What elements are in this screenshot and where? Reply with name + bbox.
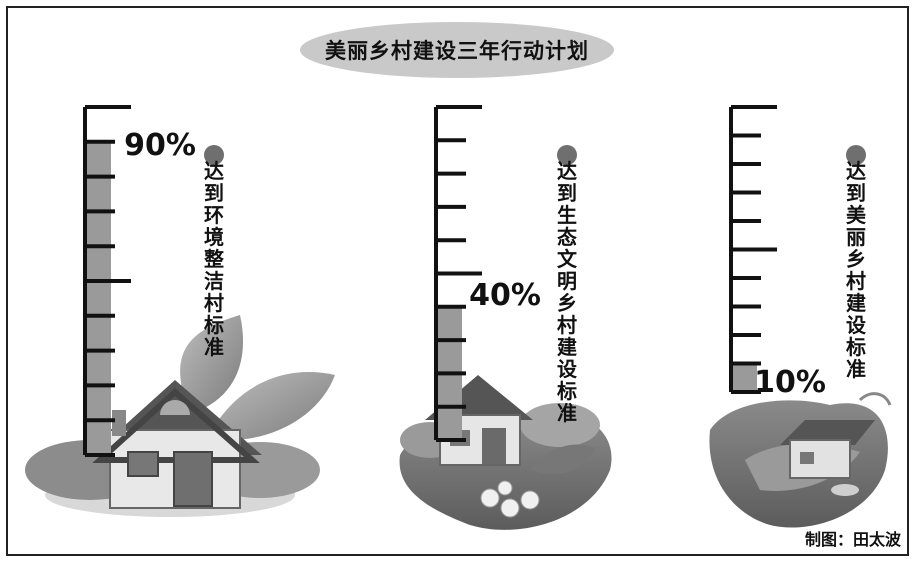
category-label-3: 达到美丽乡村建设标准 — [846, 159, 867, 381]
title-banner: 美丽乡村建设三年行动计划 — [300, 22, 614, 78]
scene-3-illustration — [709, 392, 892, 528]
legend-dot-1 — [204, 145, 224, 165]
value-label-1: 90% — [124, 128, 196, 163]
gauge-fill-1 — [85, 141, 111, 456]
category-label-2: 达到生态文明乡村建设标准 — [557, 159, 578, 425]
scene-1-illustration — [25, 315, 335, 517]
category-label-1: 达到环境整洁村标准 — [203, 159, 224, 359]
gauge-fill-3 — [731, 363, 757, 392]
chart-title: 美丽乡村建设三年行动计划 — [325, 39, 589, 63]
gauge-1: 90% 达到环境整洁村标准 — [83, 105, 224, 457]
legend-dot-3 — [846, 145, 866, 165]
value-label-2: 40% — [469, 278, 541, 313]
scene-2-illustration — [399, 375, 612, 530]
gauge-3: 10% 达到美丽乡村建设标准 — [729, 105, 867, 400]
credit-text: 制图：田太波 — [804, 530, 901, 549]
gauge-2: 40% 达到生态文明乡村建设标准 — [434, 105, 578, 442]
legend-dot-2 — [557, 145, 577, 165]
value-label-3: 10% — [754, 365, 826, 400]
gauges: 90% 达到环境整洁村标准 40% 达到生态文明乡村建设标准 10% 达到美丽乡村建设标准 — [83, 105, 867, 457]
